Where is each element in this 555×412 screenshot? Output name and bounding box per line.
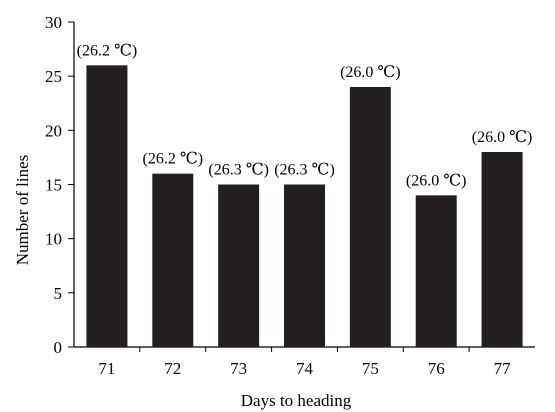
bar-74 (284, 184, 325, 347)
y-tick-label: 20 (45, 121, 62, 140)
bar-72 (152, 173, 194, 347)
bar-76 (415, 195, 457, 347)
data-label: (26.0 ℃) (340, 64, 401, 81)
x-tick-label: 76 (428, 359, 445, 378)
y-axis-label: Number of lines (13, 155, 32, 265)
data-label: (26.2 ℃) (77, 42, 138, 59)
y-tick-label: 5 (54, 284, 63, 303)
data-label: (26.3 ℃) (274, 162, 335, 179)
ticks: 0 5 10 15 20 25 30 71 72 73 74 75 76 77 (45, 13, 511, 378)
x-tick-label: 71 (98, 359, 115, 378)
y-tick-label: 30 (45, 13, 62, 32)
x-tick-label: 73 (230, 359, 247, 378)
data-label: (26.0 ℃) (406, 172, 467, 189)
y-tick-label: 15 (45, 176, 62, 195)
data-labels: (26.2 ℃)(26.2 ℃)(26.3 ℃) (26.3 ℃)(26.0 ℃)… (77, 42, 533, 189)
x-axis-label: Days to heading (241, 391, 352, 410)
bar-71 (86, 65, 128, 347)
x-tick-label: 77 (494, 359, 512, 378)
bar-73 (218, 184, 260, 347)
data-label: (26.0 ℃) (472, 129, 533, 146)
x-tick-label: 75 (362, 359, 379, 378)
y-tick-label: 10 (45, 230, 62, 249)
x-tick-label: 72 (164, 359, 181, 378)
x-tick-label: 74 (296, 359, 314, 378)
y-tick-label: 0 (54, 338, 63, 357)
data-label: (26.2 ℃) (143, 151, 204, 168)
y-tick-label: 25 (45, 67, 62, 86)
bar-77 (481, 152, 523, 347)
bar-75 (349, 87, 391, 347)
bars (86, 65, 523, 347)
data-label: (26.3 ℃) (208, 162, 269, 179)
